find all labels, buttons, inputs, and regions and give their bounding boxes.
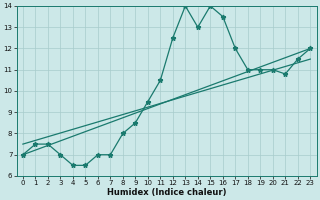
X-axis label: Humidex (Indice chaleur): Humidex (Indice chaleur) [107,188,226,197]
